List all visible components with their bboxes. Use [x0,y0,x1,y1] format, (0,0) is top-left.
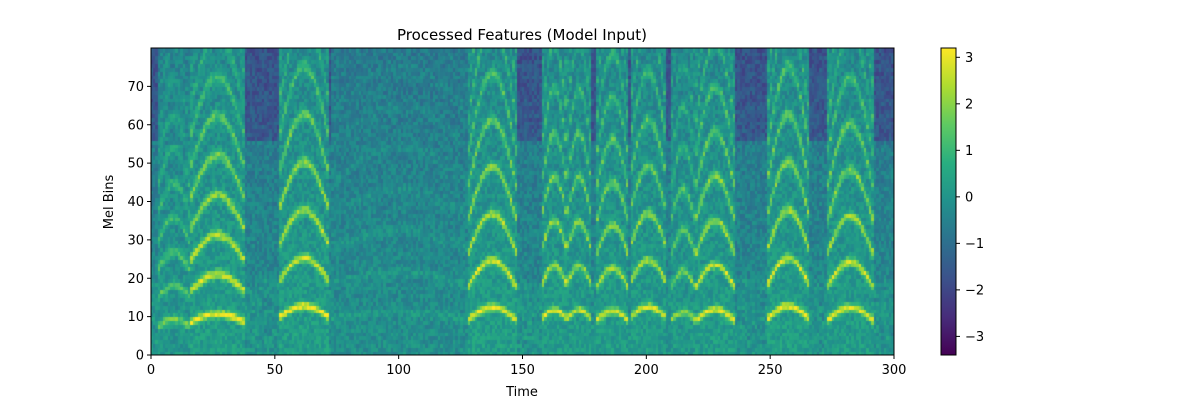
y-tick-label: 70 [127,80,144,95]
x-tick-label: 50 [267,363,284,378]
colorbar-tick-label: −2 [965,283,984,298]
colorbar-tick-label: 1 [965,144,973,159]
y-tick-label: 10 [127,310,144,325]
y-tick-label: 0 [136,349,144,364]
y-tick-label: 30 [127,233,144,248]
colorbar-tick-label: −1 [965,237,984,252]
colorbar-tick-label: 0 [965,190,973,205]
heatmap-image [151,48,894,355]
colorbar-ticks: −3 −2 −1 0 1 2 3 [956,51,984,345]
colorbar-tick-label: −3 [965,330,984,345]
x-tick-label: 100 [386,363,411,378]
x-tick-label: 300 [882,363,907,378]
x-tick-label: 0 [147,363,155,378]
x-tick-label: 150 [510,363,535,378]
y-axis-label: Mel Bins [102,175,117,230]
colorbar-tick-label: 3 [965,51,973,66]
x-tick-label: 250 [758,363,783,378]
y-tick-label: 60 [127,118,144,133]
y-tick-label: 40 [127,195,144,210]
chart-title: Processed Features (Model Input) [397,26,647,44]
colorbar-gradient [940,47,957,356]
x-axis-label: Time [505,385,538,400]
x-axis: 0 50 100 150 200 250 300 [147,355,907,378]
x-tick-label: 200 [634,363,659,378]
colorbar-tick-label: 2 [965,97,973,112]
colorbar: −3 −2 −1 0 1 2 3 [940,47,984,356]
y-axis: 0 10 20 30 40 50 60 70 [127,80,151,364]
y-tick-label: 20 [127,272,144,287]
y-tick-label: 50 [127,157,144,172]
plot-area [150,47,895,356]
